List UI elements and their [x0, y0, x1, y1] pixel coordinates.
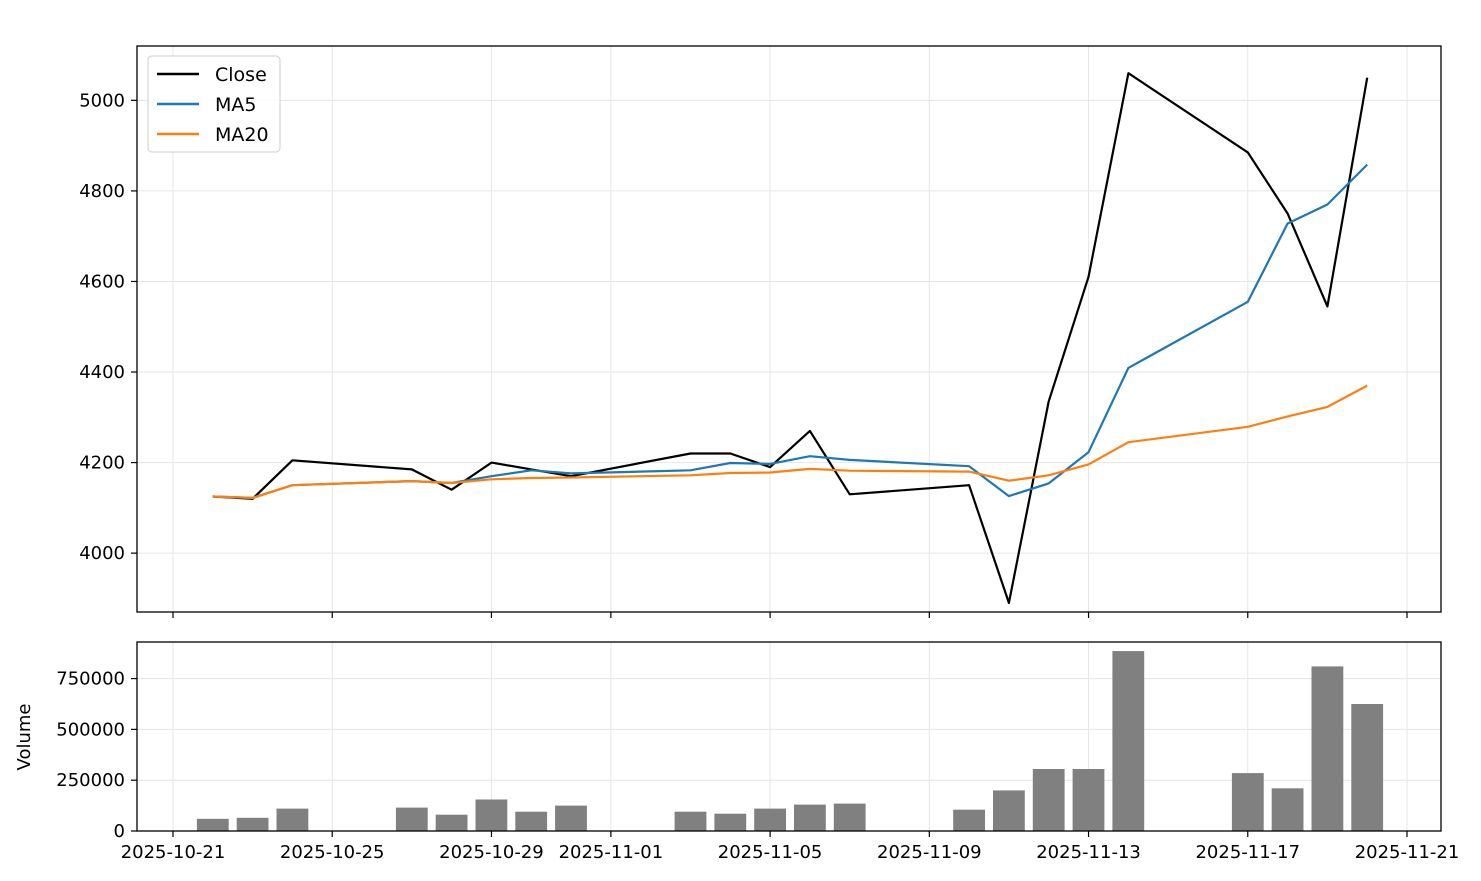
volume-bar — [515, 811, 548, 831]
series-line-ma20 — [212, 384, 1368, 499]
volume-bar — [1311, 666, 1344, 831]
price-y-tick-label: 4800 — [79, 181, 125, 202]
volume-y-tick-label: 500000 — [56, 719, 125, 740]
volume-plot-frame — [136, 641, 1442, 832]
x-tick-label: 2025-11-05 — [718, 842, 823, 863]
volume-y-tick-label: 750000 — [56, 669, 125, 690]
volume-bar — [1271, 788, 1304, 831]
price-panel: 4000 4200 4400 4600 4800 5000 Close MA5 MA20 — [79, 45, 1442, 618]
price-plot-frame — [136, 45, 1442, 613]
volume-bar — [754, 808, 786, 831]
x-tick-label: 2025-10-21 — [121, 842, 226, 863]
x-tick-label: 2025-11-09 — [877, 842, 982, 863]
volume-bar — [1072, 769, 1105, 831]
volume-bar — [1231, 773, 1264, 831]
volume-bar — [833, 803, 866, 831]
volume-panel: 0 250000 500000 750000 2025-10-21 2025-10-25 2… — [56, 641, 1460, 863]
volume-bar — [714, 813, 747, 831]
price-y-tick-label: 4200 — [79, 453, 125, 474]
x-tick-label: 2025-10-25 — [280, 842, 385, 863]
volume-bar — [674, 811, 707, 831]
x-tick-label: 2025-11-13 — [1036, 842, 1141, 863]
volume-bar — [395, 807, 428, 831]
volume-axis-label: Volume — [14, 704, 35, 771]
x-tick-label: 2025-11-21 — [1355, 842, 1460, 863]
volume-bar — [794, 804, 826, 831]
legend: Close MA5 MA20 — [147, 55, 281, 153]
volume-bar — [993, 790, 1025, 831]
volume-bar — [1032, 769, 1065, 831]
volume-bar — [435, 814, 468, 831]
x-tick-label: 2025-10-29 — [439, 842, 544, 863]
volume-y-tick-label: 0 — [114, 821, 125, 842]
price-y-tick-label: 4000 — [79, 543, 125, 564]
volume-bar — [1112, 651, 1145, 831]
price-y-tick-label: 5000 — [79, 90, 125, 111]
price-y-tick-label: 4400 — [79, 362, 125, 383]
x-tick-label: 2025-11-17 — [1195, 842, 1300, 863]
price-y-tick-label: 4600 — [79, 271, 125, 292]
legend-label-ma5: MA5 — [215, 94, 256, 116]
legend-label-ma20: MA20 — [215, 124, 269, 146]
volume-bar — [236, 817, 269, 831]
volume-bar — [276, 808, 309, 831]
volume-bar — [1351, 704, 1384, 831]
x-tick-label: 2025-11-01 — [559, 842, 664, 863]
volume-y-tick-label: 250000 — [56, 770, 125, 791]
volume-bar — [555, 805, 587, 831]
volume-bar — [196, 818, 229, 831]
volume-bar — [953, 809, 985, 831]
legend-label-close: Close — [215, 64, 267, 86]
volume-bar — [475, 799, 508, 831]
legend-box — [147, 55, 281, 153]
series-line-close — [212, 72, 1369, 605]
